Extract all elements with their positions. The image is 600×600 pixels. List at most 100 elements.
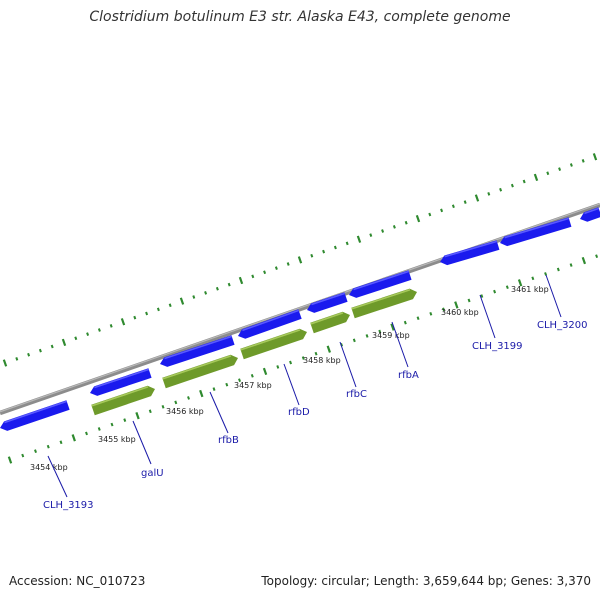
inner-tick <box>352 338 356 343</box>
gene-label-connector <box>339 341 357 388</box>
outer-tick <box>474 194 480 202</box>
inner-tick <box>97 427 101 431</box>
cds-arrow-highlight <box>353 270 410 291</box>
cds-arrow-highlight <box>444 240 498 258</box>
gene-arrow <box>240 328 307 360</box>
inner-tick <box>416 316 420 321</box>
outer-tick <box>499 187 503 192</box>
inner-tick <box>7 456 13 464</box>
inner-tick <box>85 431 88 436</box>
inner-tick <box>135 412 140 420</box>
outer-tick <box>145 311 149 316</box>
gene-arrow-highlight <box>310 312 344 325</box>
gene-label: galU <box>141 468 164 479</box>
inner-tick <box>544 272 548 276</box>
outer-tick <box>592 153 598 161</box>
inner-tick <box>595 254 599 259</box>
outer-tick <box>50 344 54 349</box>
gene-label-connector <box>283 363 300 406</box>
inner-tick <box>59 440 63 445</box>
cds-arrow <box>349 270 412 298</box>
outer-tick <box>510 183 514 188</box>
inner-tick <box>199 389 204 398</box>
outer-tick <box>440 208 444 213</box>
inner-tick <box>174 400 178 405</box>
gene-arrow <box>91 385 155 416</box>
inner-tick <box>46 444 50 449</box>
outer-tick <box>333 245 337 250</box>
inner-tick <box>556 267 560 272</box>
cds-arrow-highlight <box>4 400 68 424</box>
gene-label: rfbB <box>218 435 239 446</box>
kbp-tick-label: 3455 kbp <box>98 435 136 444</box>
outer-tick <box>404 220 408 225</box>
gene-arrow <box>351 288 417 319</box>
gene-label: rfbA <box>398 370 419 381</box>
outer-tick <box>2 359 8 367</box>
gene-label-connector <box>545 274 562 318</box>
gene-arrow-highlight <box>240 329 301 351</box>
cds-arrow <box>580 207 600 222</box>
outer-tick <box>74 336 78 341</box>
inner-tick <box>225 382 229 387</box>
kbp-tick-label: 3458 kbp <box>303 356 341 365</box>
gene-arrow-highlight <box>351 289 411 310</box>
inner-tick <box>429 311 433 316</box>
gene-label: CLH_3200 <box>537 320 588 331</box>
gene-label-connector <box>479 294 496 339</box>
inner-tick <box>21 453 25 458</box>
inner-tick <box>212 387 216 391</box>
outer-tick <box>15 357 19 361</box>
outer-tick <box>179 297 185 305</box>
outer-tick <box>533 173 539 182</box>
cds-arrow-highlight <box>504 217 570 239</box>
inner-tick <box>531 276 535 281</box>
kbp-tick-label: 3457 kbp <box>234 381 272 390</box>
inner-tick <box>569 263 573 267</box>
cds-arrow-highlight <box>94 368 150 389</box>
outer-tick <box>546 171 550 176</box>
outer-tick <box>27 352 31 357</box>
cds-arrow-highlight <box>242 309 299 332</box>
cds-arrow-highlight <box>164 335 233 360</box>
inner-tick <box>517 279 523 287</box>
inner-tick <box>110 422 114 427</box>
inner-tick <box>365 334 369 338</box>
gene-label: CLH_3193 <box>43 500 94 511</box>
outer-tick <box>369 233 373 237</box>
outer-tick <box>581 159 585 163</box>
outer-tick <box>392 225 396 229</box>
genome-backbone <box>0 202 600 416</box>
outer-tick <box>86 332 90 336</box>
outer-tick <box>97 328 101 332</box>
outer-tick <box>192 295 196 299</box>
gene-arrow-highlight <box>162 355 232 380</box>
cds-arrow <box>0 400 70 431</box>
outer-tick <box>356 235 362 243</box>
cds-arrow <box>238 309 302 339</box>
outer-tick <box>251 274 255 279</box>
cds-arrow <box>440 240 500 266</box>
inner-tick <box>314 351 318 356</box>
inner-tick <box>493 289 497 294</box>
gene-label: rfbC <box>346 389 367 400</box>
cds-arrow <box>90 368 152 396</box>
cds-arrow-highlight <box>311 292 346 306</box>
outer-tick <box>109 324 113 328</box>
genome-title: Clostridium botulinum E3 str. Alaska E43… <box>89 9 511 25</box>
cds-arrow <box>307 292 348 313</box>
inner-tick <box>467 298 471 303</box>
outer-tick <box>558 167 562 171</box>
inner-tick <box>378 329 382 334</box>
outer-tick <box>381 229 385 233</box>
cds-arrow-highlight <box>584 207 600 215</box>
outer-tick <box>322 249 326 254</box>
outer-tick <box>274 266 278 270</box>
outer-tick <box>569 163 573 167</box>
outer-tick <box>415 214 421 223</box>
gene-arrow <box>162 354 238 389</box>
inner-tick <box>403 320 407 325</box>
inner-tick <box>262 367 268 376</box>
gene-label-connector <box>391 321 409 368</box>
